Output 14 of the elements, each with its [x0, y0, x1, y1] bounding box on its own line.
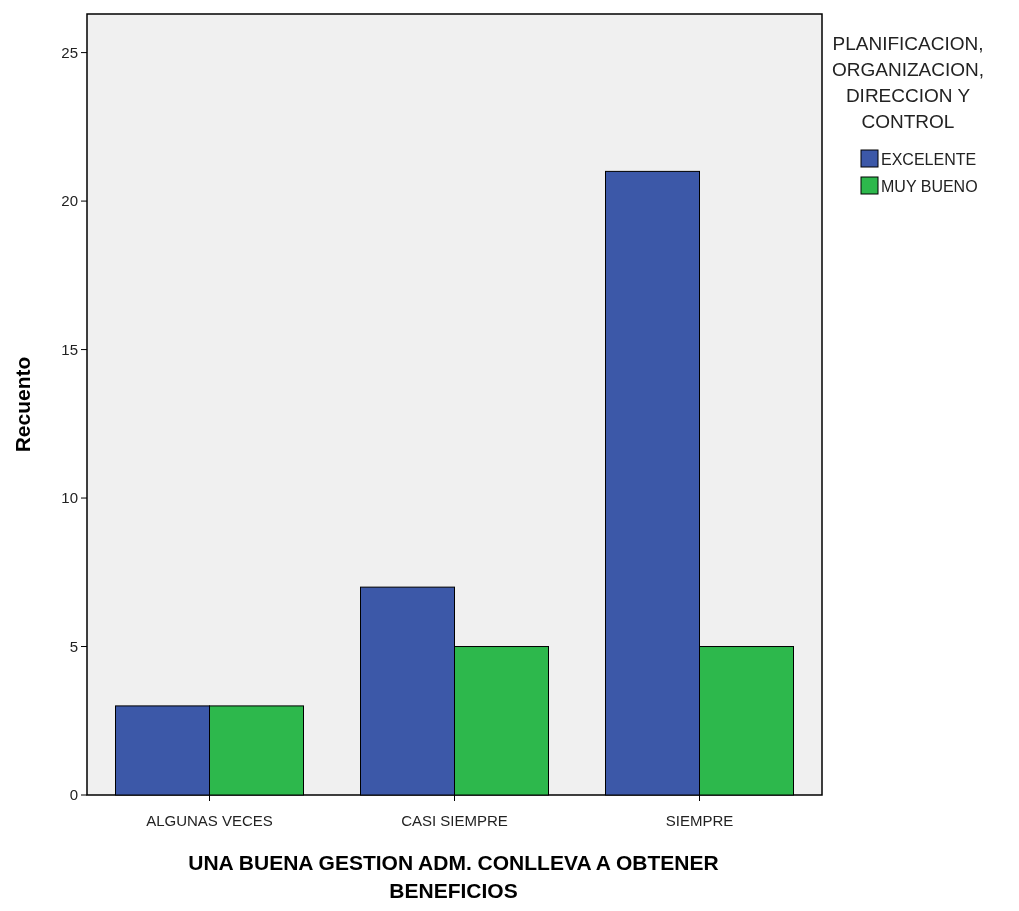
legend-label: MUY BUENO — [881, 177, 978, 195]
legend-label: EXCELENTE — [881, 150, 977, 168]
y-axis-title: Recuento — [11, 356, 34, 453]
y-tick-label: 5 — [69, 637, 78, 655]
legend-title: PLANIFICACION, ORGANIZACION, DIRECCION Y CONTROL — [831, 33, 985, 132]
y-tick-label: 15 — [61, 340, 78, 358]
x-tick-label: CASI SIEMPRE — [401, 812, 508, 829]
x-axis-title: UNA BUENA GESTION ADM. CONLLEVA A OBTENER BENEFICIOS — [188, 851, 719, 902]
y-tick-label: 25 — [61, 43, 78, 61]
y-tick-label: 0 — [69, 786, 78, 804]
x-tick-label: SIEMPRE — [665, 812, 734, 829]
y-tick-label: 20 — [61, 192, 78, 210]
y-tick-label: 10 — [61, 489, 78, 507]
x-tick-label: ALGUNAS VECES — [146, 812, 273, 829]
